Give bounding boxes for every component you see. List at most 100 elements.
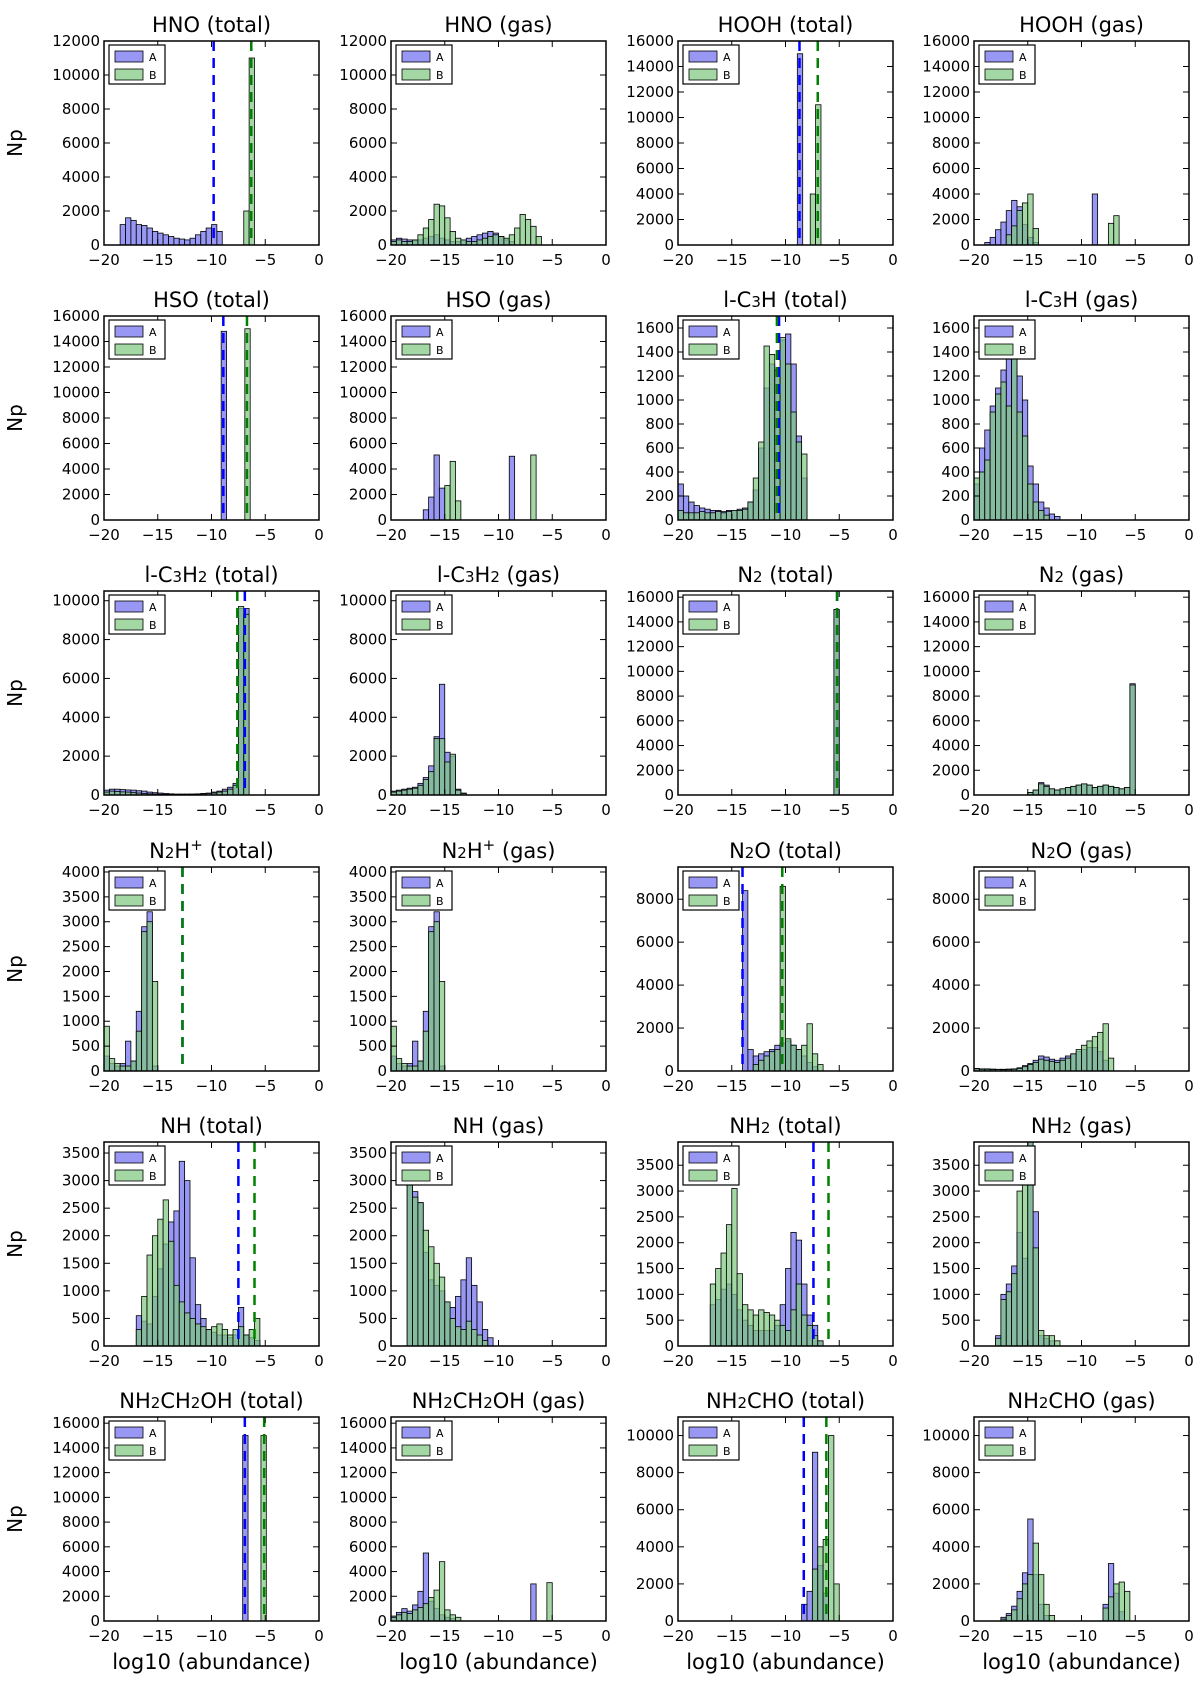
legend-swatch-A (114, 876, 144, 889)
bar-B--18.5 (406, 1613, 413, 1621)
bar-B--12 (763, 345, 770, 520)
bar-B--7 (1113, 787, 1120, 795)
legend-label-B: B (149, 1170, 157, 1183)
subplot-7: −20 −15 −10 −5 0 0 200 400 600 800 1000 1200 1400 160… (636, 288, 898, 544)
legend-swatch-B (688, 618, 718, 631)
legend: AB (978, 870, 1036, 911)
y-tick-label: 1500 (932, 1260, 970, 1278)
legend-label-A: A (723, 1427, 731, 1440)
subplot-3: −20 −15 −10 −5 0 0 2000 4000 6000 8000 10000 12000 1… (626, 13, 897, 269)
bar-B--7.5 (811, 1053, 819, 1071)
bars (135, 1142, 261, 1346)
legend-swatch-A (401, 325, 431, 338)
x-tick-label: −10 (770, 526, 802, 544)
y-tick-label: 0 (664, 1612, 674, 1630)
bars (995, 1142, 1061, 1346)
x-tick-label: −20 (662, 526, 694, 544)
y-tick-label: 8000 (349, 409, 387, 427)
bar-B--12 (476, 239, 483, 245)
y-tick-label: 16000 (626, 32, 674, 50)
bar-B--7.5 (524, 219, 532, 245)
bar-B--18 (412, 1196, 419, 1346)
x-tick-label: −15 (429, 1077, 461, 1095)
bar-B--7.5 (811, 1568, 819, 1621)
bar-B--15.5 (725, 1224, 733, 1346)
y-tick-label: 1500 (349, 987, 387, 1005)
bar-B--13.5 (460, 793, 467, 795)
y-tick-label: 2000 (62, 1227, 100, 1245)
bar-B--8 (519, 213, 526, 245)
bar-B--12 (1059, 788, 1066, 795)
y-tick-label: 14000 (52, 333, 100, 351)
x-tick-label: −5 (254, 251, 276, 269)
bar-B--16 (433, 738, 440, 795)
bar-B--15 (444, 1609, 451, 1621)
x-tick-label: −20 (88, 526, 120, 544)
x-tick-label: −5 (541, 1627, 563, 1645)
legend-label-A: A (436, 1152, 444, 1165)
y-tick-label: 1600 (636, 319, 674, 337)
bar-B--12 (1059, 1059, 1066, 1071)
legend-label-B: B (723, 1170, 731, 1183)
bar-B--7.5 (1107, 785, 1115, 795)
bar-B--13.5 (1043, 1335, 1050, 1346)
bar-B--6.5 (1118, 788, 1125, 795)
bar-B--13 (752, 477, 760, 520)
bar-B--15.5 (1021, 1583, 1029, 1621)
bar-B--17 (422, 1603, 430, 1621)
legend: AB (682, 1420, 740, 1461)
bar-B--15 (1027, 1142, 1034, 1346)
subplot-title: N2O (total) (729, 839, 842, 863)
x-tick-label: −20 (375, 251, 407, 269)
bar-B--6.5 (535, 236, 542, 245)
bar-B--16.5 (428, 931, 435, 1071)
legend: AB (108, 319, 166, 360)
x-tick-label: 0 (314, 1627, 324, 1645)
legend-label-A: A (723, 877, 731, 890)
bar-B--8 (1102, 1607, 1109, 1621)
legend-label-A: A (436, 601, 444, 614)
x-tick-label: −10 (770, 801, 802, 819)
y-tick-label: 0 (90, 236, 100, 254)
x-tick-label: −10 (1066, 1077, 1098, 1095)
legend-label-B: B (1019, 895, 1027, 908)
y-tick-label: 4000 (62, 708, 100, 726)
y-tick-label: 400 (941, 463, 970, 481)
bar-B--11.5 (768, 1314, 776, 1346)
x-tick-label: −10 (1066, 1627, 1098, 1645)
bar-A--18 (995, 229, 1002, 245)
legend-label-B: B (149, 69, 157, 82)
bar-B--11 (1070, 1053, 1077, 1071)
bar-B--8.5 (514, 227, 521, 245)
bar-B--7 (243, 1334, 250, 1346)
x-tick-label: −10 (1066, 526, 1098, 544)
legend: AB (395, 319, 453, 360)
bar-B--16 (1016, 210, 1023, 245)
legend-label-B: B (1019, 69, 1027, 82)
bar-B--13 (1048, 1060, 1056, 1071)
bar-B--19.5 (682, 512, 690, 520)
subplot-4: −20 −15 −10 −5 0 0 2000 4000 6000 8000 10000 12000 1… (922, 13, 1193, 269)
legend-swatch-A (984, 50, 1014, 63)
y-tick-label: 0 (90, 1062, 100, 1080)
y-tick-label: 0 (960, 1337, 970, 1355)
legend: AB (395, 870, 453, 911)
bar-B--17 (1005, 1615, 1013, 1621)
y-tick-label: 400 (645, 463, 674, 481)
x-tick-label: −10 (483, 251, 515, 269)
y-tick-label: 12000 (52, 358, 100, 376)
bar-B--17 (422, 1030, 430, 1071)
bar-B--13.5 (1043, 1603, 1050, 1621)
x-tick-label: −10 (483, 1627, 515, 1645)
y-tick-label: 12000 (339, 32, 387, 50)
bar-B--20 (678, 509, 684, 520)
legend-swatch-A (688, 600, 718, 613)
x-tick-label: −5 (541, 251, 563, 269)
bar-A--18 (125, 217, 132, 245)
legend-label-B: B (1019, 1445, 1027, 1458)
legend-label-A: A (723, 326, 731, 339)
bar-B--14.5 (1032, 501, 1039, 520)
subplot-14: −20 −15 −10 −5 0 0 500 1000 1500 2000 2500 3000 3500… (349, 836, 611, 1095)
legend-label-A: A (149, 601, 157, 614)
bar-B--15.5 (725, 511, 733, 520)
